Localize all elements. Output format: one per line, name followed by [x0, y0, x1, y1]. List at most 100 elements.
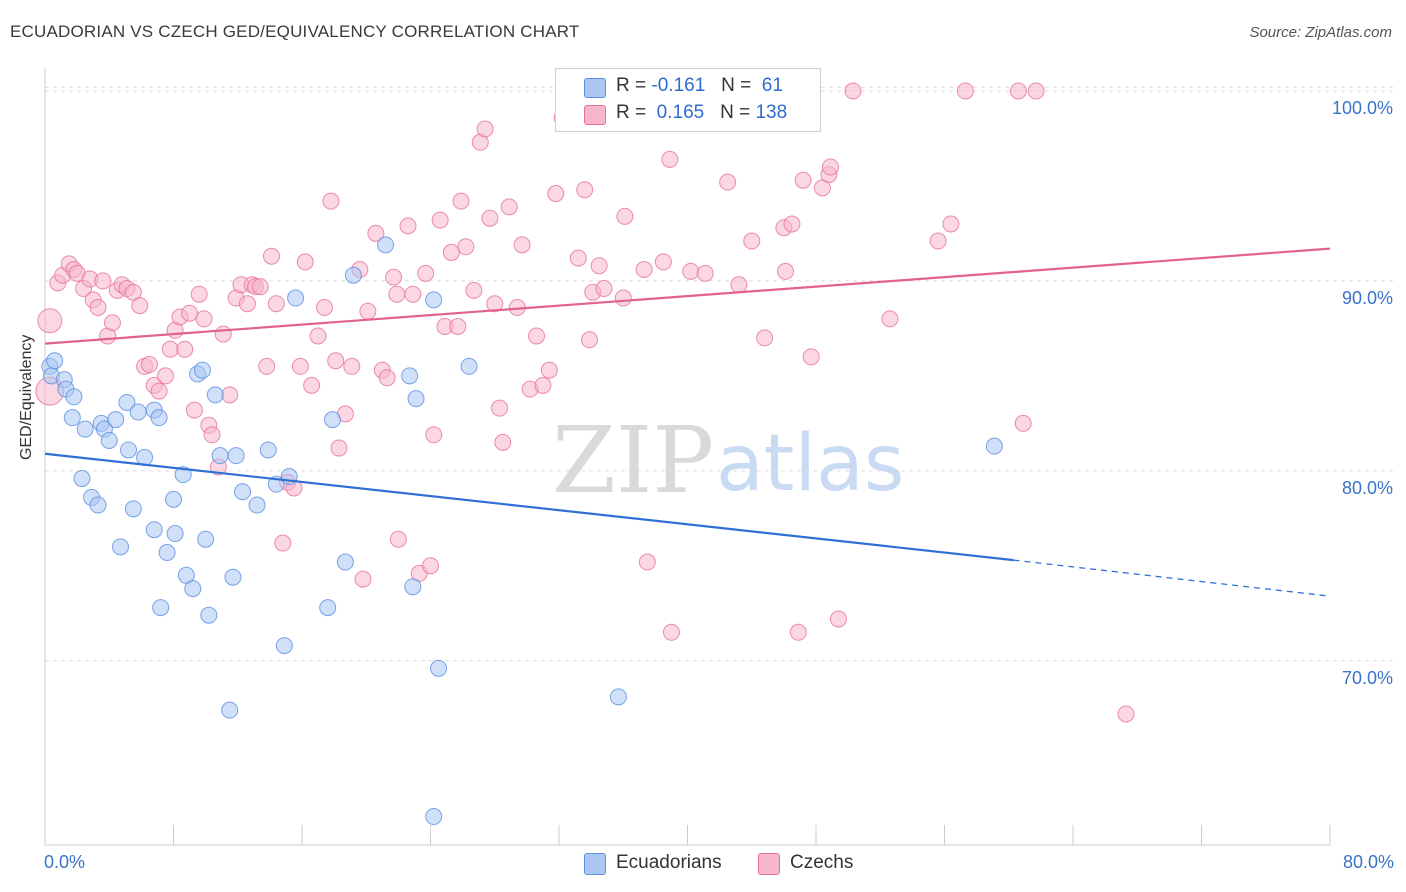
data-point-czechs[interactable]	[161, 340, 179, 358]
data-point-czechs[interactable]	[881, 310, 899, 328]
data-point-czechs[interactable]	[190, 285, 208, 303]
data-point-ecuadorians[interactable]	[174, 466, 192, 484]
data-point-czechs[interactable]	[103, 314, 121, 332]
data-point-czechs[interactable]	[442, 243, 460, 261]
data-point-ecuadorians[interactable]	[100, 431, 118, 449]
data-point-czechs[interactable]	[730, 276, 748, 294]
data-point-czechs[interactable]	[661, 150, 679, 168]
data-point-ecuadorians[interactable]	[150, 409, 168, 427]
data-point-ecuadorians[interactable]	[336, 553, 354, 571]
data-point-czechs[interactable]	[534, 376, 552, 394]
data-point-ecuadorians[interactable]	[129, 403, 147, 421]
data-point-ecuadorians[interactable]	[227, 447, 245, 465]
data-point-czechs[interactable]	[500, 198, 518, 216]
data-point-czechs[interactable]	[783, 215, 801, 233]
data-point-czechs[interactable]	[476, 120, 494, 138]
data-point-ecuadorians[interactable]	[107, 411, 125, 429]
data-point-czechs[interactable]	[956, 82, 974, 100]
data-point-czechs[interactable]	[343, 357, 361, 375]
data-point-czechs[interactable]	[481, 209, 499, 227]
data-point-czechs[interactable]	[431, 211, 449, 229]
data-point-czechs[interactable]	[662, 623, 680, 641]
data-point-czechs[interactable]	[425, 426, 443, 444]
data-point-czechs[interactable]	[378, 369, 396, 387]
data-point-czechs[interactable]	[262, 247, 280, 265]
data-point-czechs[interactable]	[385, 268, 403, 286]
data-point-ecuadorians[interactable]	[152, 599, 170, 617]
data-point-czechs[interactable]	[595, 280, 613, 298]
data-point-czechs[interactable]	[140, 355, 158, 373]
data-point-czechs[interactable]	[291, 357, 309, 375]
data-point-czechs[interactable]	[214, 325, 232, 343]
data-point-ecuadorians[interactable]	[234, 483, 252, 501]
data-point-czechs[interactable]	[635, 261, 653, 279]
data-point-ecuadorians[interactable]	[430, 659, 448, 677]
data-point-ecuadorians[interactable]	[63, 409, 81, 427]
data-point-czechs[interactable]	[528, 327, 546, 345]
data-point-czechs[interactable]	[327, 352, 345, 370]
data-point-ecuadorians[interactable]	[120, 441, 138, 459]
data-point-czechs[interactable]	[829, 610, 847, 628]
data-point-czechs[interactable]	[776, 262, 794, 280]
data-point-czechs[interactable]	[547, 185, 565, 203]
data-point-czechs[interactable]	[238, 295, 256, 313]
data-point-czechs[interactable]	[359, 302, 377, 320]
data-point-ecuadorians[interactable]	[76, 420, 94, 438]
data-point-ecuadorians[interactable]	[206, 386, 224, 404]
data-point-czechs[interactable]	[569, 249, 587, 267]
data-point-ecuadorians[interactable]	[401, 367, 419, 385]
data-point-czechs[interactable]	[590, 257, 608, 275]
data-point-czechs[interactable]	[322, 192, 340, 210]
data-point-czechs[interactable]	[389, 530, 407, 548]
data-point-czechs[interactable]	[131, 297, 149, 315]
data-point-czechs[interactable]	[221, 386, 239, 404]
data-point-czechs[interactable]	[638, 553, 656, 571]
data-point-ecuadorians[interactable]	[118, 393, 136, 411]
data-point-ecuadorians[interactable]	[609, 688, 627, 706]
data-point-czechs[interactable]	[654, 253, 672, 271]
data-point-ecuadorians[interactable]	[460, 357, 478, 375]
data-point-czechs[interactable]	[540, 361, 558, 379]
data-point-czechs[interactable]	[844, 82, 862, 100]
data-point-czechs[interactable]	[89, 299, 107, 317]
data-point-ecuadorians[interactable]	[165, 490, 182, 508]
data-point-ecuadorians[interactable]	[248, 496, 266, 514]
data-point-czechs[interactable]	[581, 331, 599, 349]
data-point-ecuadorians[interactable]	[184, 580, 202, 598]
data-point-czechs[interactable]	[150, 382, 168, 400]
data-point-czechs[interactable]	[576, 181, 594, 199]
data-point-ecuadorians[interactable]	[407, 390, 425, 408]
data-point-ecuadorians[interactable]	[224, 568, 242, 586]
data-point-czechs[interactable]	[315, 299, 333, 317]
data-point-czechs[interactable]	[422, 557, 439, 575]
data-point-ecuadorians[interactable]	[73, 469, 91, 487]
data-point-ecuadorians[interactable]	[221, 701, 239, 719]
data-point-ecuadorians[interactable]	[197, 530, 215, 548]
data-point-ecuadorians[interactable]	[111, 538, 129, 556]
data-point-czechs[interactable]	[457, 238, 475, 256]
data-point-ecuadorians[interactable]	[344, 266, 362, 284]
data-point-czechs[interactable]	[195, 310, 213, 328]
data-point-czechs[interactable]	[513, 236, 531, 254]
data-point-czechs[interactable]	[789, 623, 807, 641]
data-point-czechs[interactable]	[274, 534, 292, 552]
data-point-czechs[interactable]	[682, 262, 700, 280]
data-point-czechs[interactable]	[616, 207, 634, 225]
data-point-ecuadorians[interactable]	[65, 388, 83, 406]
data-point-czechs[interactable]	[491, 399, 509, 417]
data-point-czechs[interactable]	[1014, 414, 1032, 432]
data-point-ecuadorians[interactable]	[319, 599, 337, 617]
data-point-czechs[interactable]	[449, 318, 467, 336]
data-point-czechs[interactable]	[756, 329, 774, 347]
data-point-czechs[interactable]	[802, 348, 820, 366]
data-point-czechs[interactable]	[696, 264, 714, 282]
data-point-czechs[interactable]	[821, 158, 839, 176]
data-point-ecuadorians[interactable]	[259, 441, 277, 459]
data-point-czechs[interactable]	[181, 304, 199, 322]
data-point-czechs[interactable]	[251, 278, 269, 296]
data-point-czechs[interactable]	[465, 281, 483, 299]
data-point-czechs[interactable]	[330, 439, 348, 457]
data-point-czechs[interactable]	[258, 357, 276, 375]
data-point-czechs[interactable]	[185, 401, 203, 419]
data-point-czechs[interactable]	[1009, 82, 1027, 100]
